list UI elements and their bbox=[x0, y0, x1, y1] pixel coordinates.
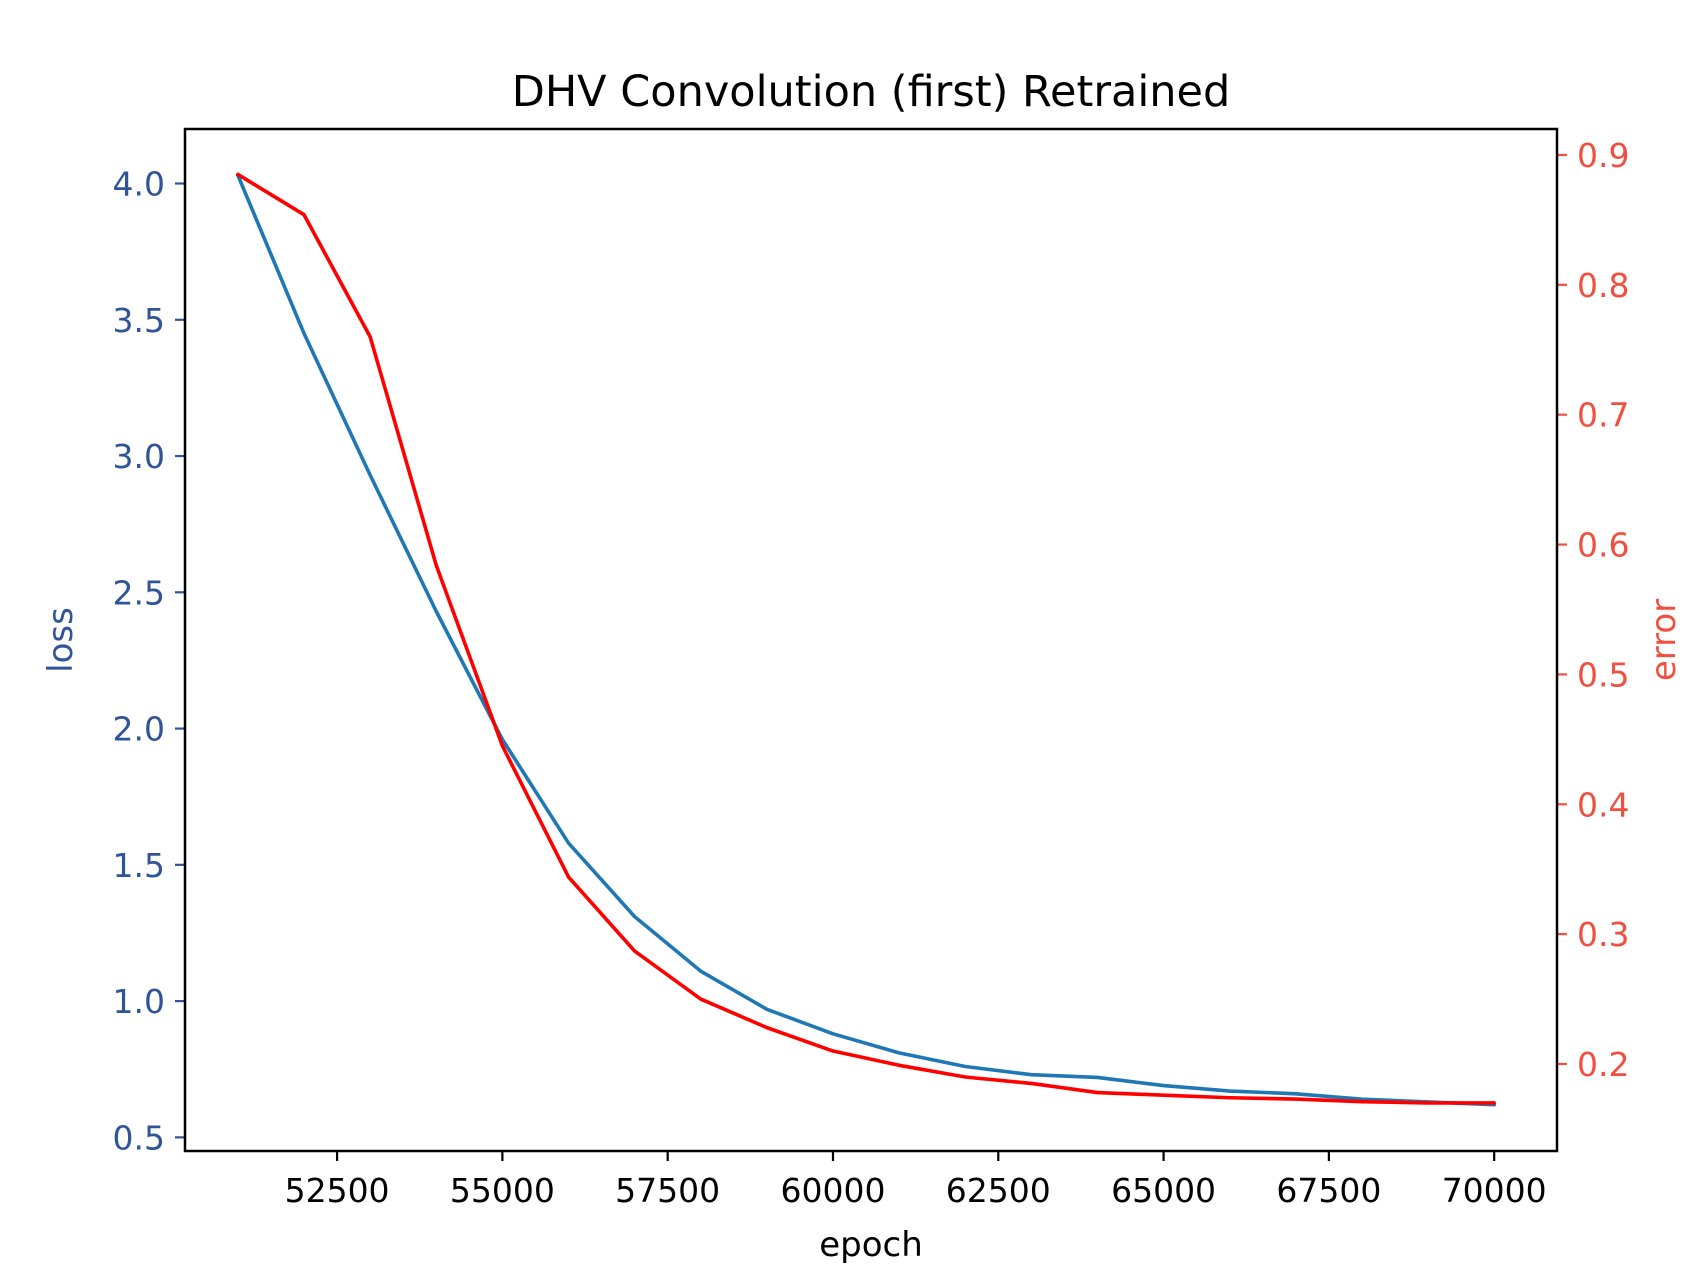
left-y-tick-label: 3.5 bbox=[113, 301, 165, 340]
x-tick-label: 60000 bbox=[780, 1171, 885, 1210]
right-y-tick-label: 0.6 bbox=[1577, 526, 1629, 565]
left-y-tick-label: 2.0 bbox=[113, 710, 165, 749]
right-y-tick-label: 0.5 bbox=[1577, 655, 1629, 694]
error-series-line bbox=[236, 172, 1496, 1105]
ticks-layer: 52500 55000 57500 60000 62500 65000 67500 70000… bbox=[113, 136, 1630, 1210]
right-y-axis-label: error bbox=[1644, 599, 1684, 681]
x-tick-label: 67500 bbox=[1276, 1171, 1381, 1210]
right-y-tick-label: 0.2 bbox=[1577, 1045, 1629, 1084]
left-y-axis-label: loss bbox=[41, 607, 81, 673]
chart-title: DHV Convolution (first) Retrained bbox=[512, 67, 1231, 117]
series-layer bbox=[236, 172, 1496, 1107]
x-tick-label: 70000 bbox=[1442, 1171, 1547, 1210]
x-tick-label: 55000 bbox=[450, 1171, 555, 1210]
right-y-tick-label: 0.4 bbox=[1577, 785, 1629, 824]
right-y-tick-label: 0.3 bbox=[1577, 915, 1629, 954]
plot-frame bbox=[183, 127, 1559, 1153]
x-axis-label: epoch bbox=[819, 1225, 923, 1265]
left-y-tick-label: 2.5 bbox=[113, 573, 165, 612]
left-y-tick-label: 1.0 bbox=[113, 982, 165, 1021]
left-y-tick-label: 0.5 bbox=[113, 1118, 165, 1157]
x-tick-label: 57500 bbox=[615, 1171, 720, 1210]
right-y-tick-label: 0.8 bbox=[1577, 266, 1629, 305]
loss-series-line bbox=[236, 173, 1496, 1107]
left-y-tick-label: 1.5 bbox=[113, 846, 165, 885]
right-y-tick-label: 0.9 bbox=[1577, 136, 1629, 175]
left-y-tick-label: 4.0 bbox=[113, 165, 165, 204]
left-y-tick-label: 3.0 bbox=[113, 437, 165, 476]
x-tick-label: 52500 bbox=[285, 1171, 390, 1210]
x-tick-label: 62500 bbox=[946, 1171, 1051, 1210]
x-tick-label: 65000 bbox=[1111, 1171, 1216, 1210]
right-y-tick-label: 0.7 bbox=[1577, 396, 1629, 435]
